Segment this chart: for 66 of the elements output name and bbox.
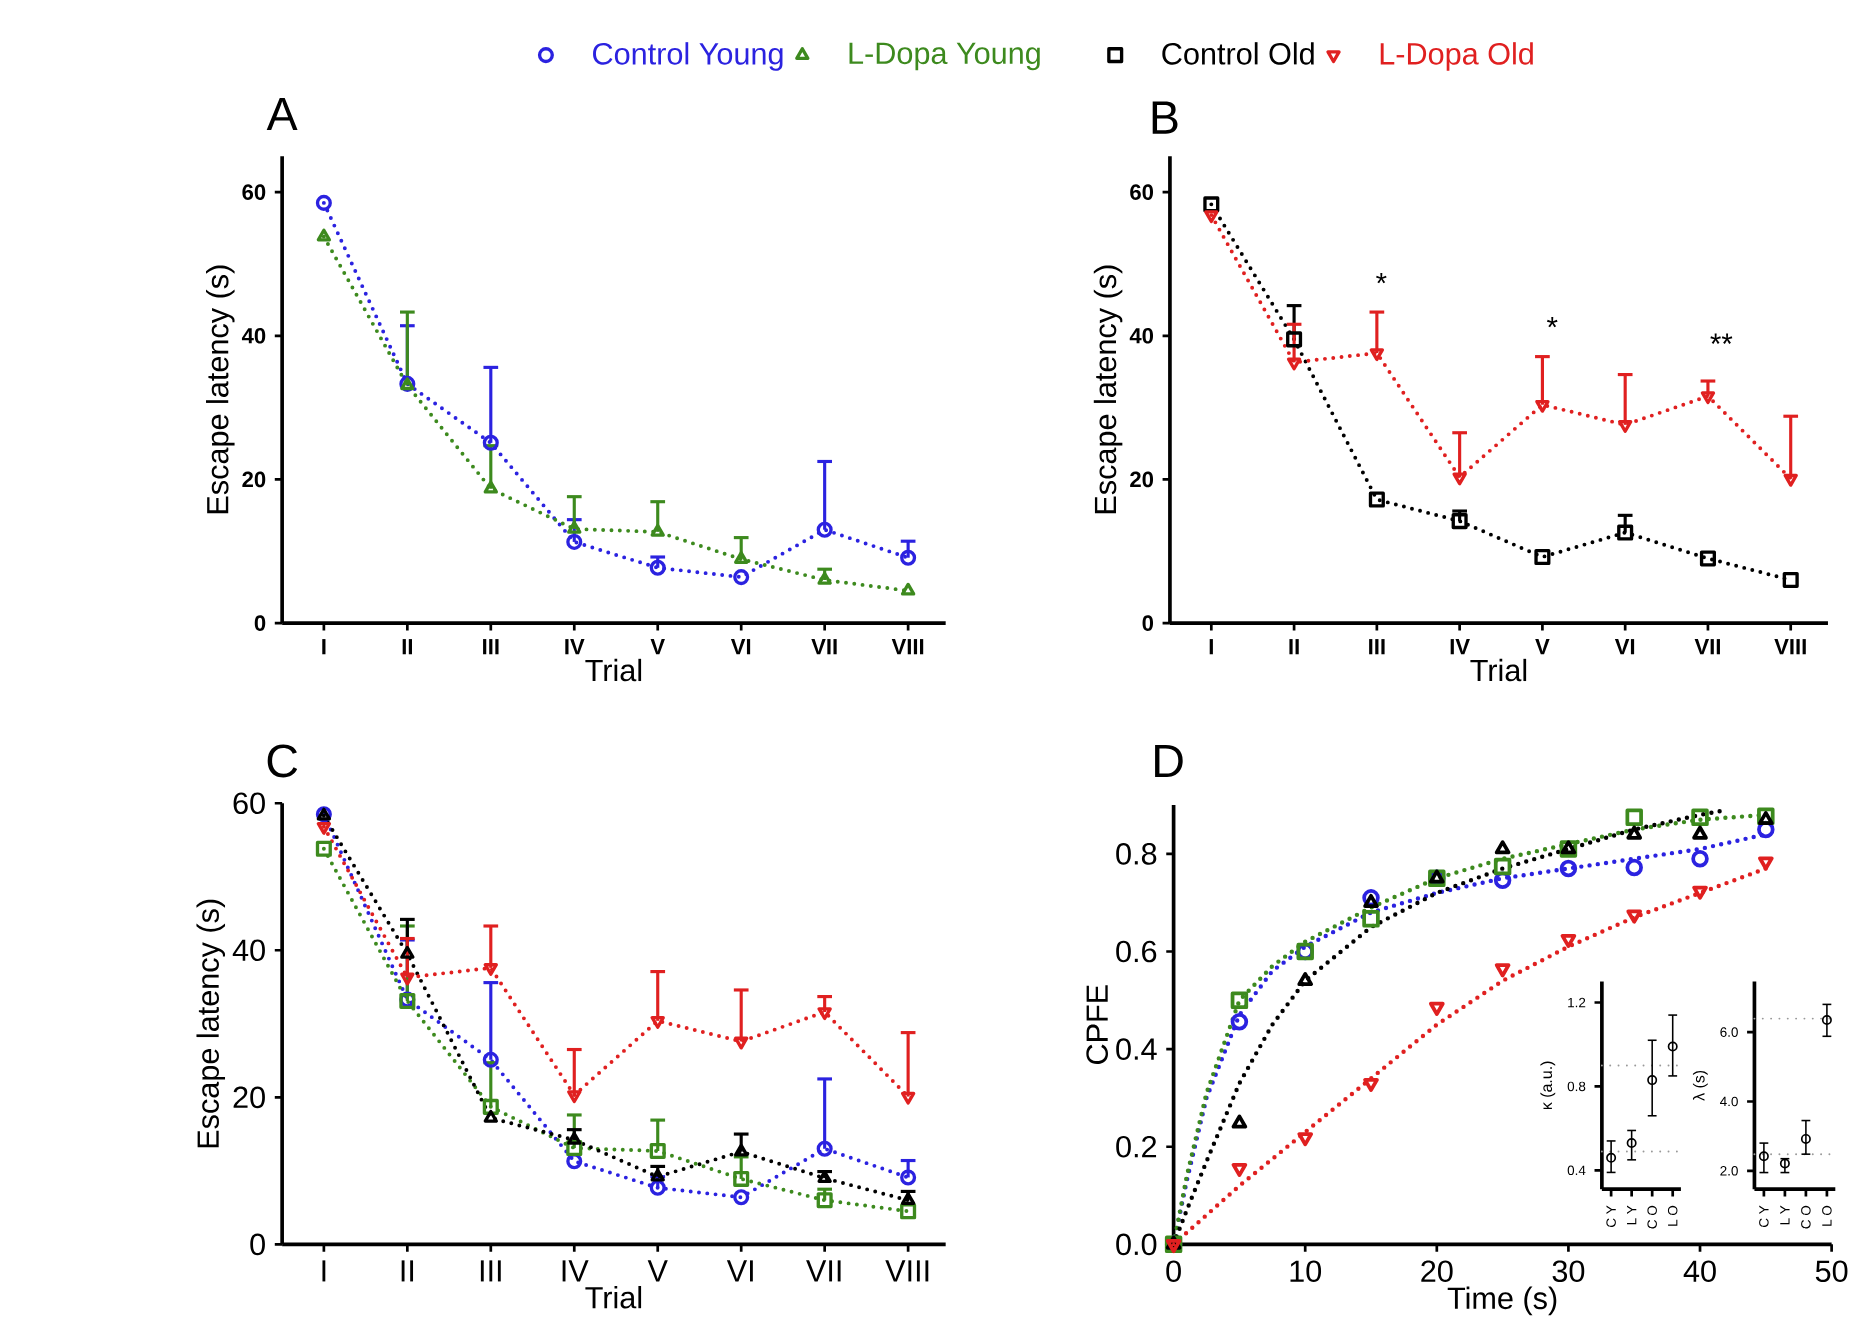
- chart-title: A: [266, 97, 298, 130]
- y-axis-title: Escape latency (s): [1093, 265, 1123, 514]
- x-tick-label: II: [402, 638, 412, 655]
- chart-title: B: [1152, 101, 1178, 134]
- x-tick-label: VIII: [891, 638, 924, 655]
- x-tick-label: VI: [730, 638, 751, 655]
- legend-label: L-Dopa Young: [849, 42, 1040, 71]
- y-tick-label: 40: [1129, 327, 1154, 344]
- x-tick-label: V: [1535, 638, 1550, 655]
- x-tick-label: IV: [562, 1260, 589, 1282]
- x-tick-label: I: [1209, 638, 1213, 655]
- y-tick-label: 20: [242, 471, 266, 488]
- x-tick-label: IV: [565, 638, 585, 655]
- x-tick-label: VII: [811, 638, 837, 655]
- y-axis-title: CPFE: [1086, 985, 1108, 1064]
- x-tick-label: 50: [1815, 1260, 1848, 1282]
- x-axis-title: Time (s): [1447, 1286, 1557, 1316]
- y-tick-label: 0: [1142, 615, 1154, 631]
- y-tick-label: 0.4: [1116, 1038, 1157, 1060]
- y-tick-label: 20: [1130, 471, 1154, 488]
- y-tick-label: 0.8: [1116, 842, 1157, 865]
- y-tick-label: 0: [254, 615, 266, 631]
- x-tick-label: III: [483, 638, 499, 655]
- x-tick-label: 10: [1290, 1260, 1322, 1282]
- y-tick-label: 0.2: [1116, 1135, 1157, 1158]
- x-tick-label: II: [1289, 638, 1299, 655]
- x-tick-label: 40: [1683, 1260, 1716, 1282]
- y-tick-label: 0: [250, 1233, 265, 1256]
- x-tick-label: III: [1369, 638, 1385, 655]
- x-tick-label: VI: [726, 1260, 753, 1282]
- y-tick-label: 60: [242, 184, 266, 200]
- x-tick-label: 0: [1166, 1260, 1181, 1282]
- y-axis-title: Escape latency (s): [206, 265, 235, 514]
- y-tick-label: 40: [232, 939, 265, 961]
- y-tick-label: 20: [233, 1086, 265, 1109]
- y-tick-label: 0.6: [1116, 940, 1157, 963]
- x-tick-label: IV: [1450, 638, 1470, 655]
- x-tick-label: V: [647, 1260, 668, 1282]
- x-axis-title: Trial: [1470, 658, 1527, 682]
- legend-label: Control Old: [1162, 42, 1314, 65]
- x-tick-label: 30: [1552, 1260, 1585, 1282]
- annotation: *: [1546, 316, 1558, 328]
- x-tick-label: II: [401, 1260, 414, 1282]
- chart-title: D: [1155, 744, 1183, 777]
- x-tick-label: V: [650, 638, 665, 655]
- chart-title: C: [267, 744, 298, 778]
- x-tick-label: 20: [1421, 1260, 1453, 1282]
- x-tick-label: VIII: [1774, 638, 1806, 655]
- x-axis-title: Trial: [585, 658, 642, 682]
- x-tick-label: I: [322, 1260, 326, 1282]
- x-tick-label: I: [322, 638, 326, 655]
- x-tick-label: VII: [806, 1260, 841, 1282]
- y-tick-label: 0.0: [1116, 1233, 1157, 1256]
- x-tick-label: VII: [1694, 638, 1720, 655]
- x-axis-title: Trial: [585, 1285, 642, 1309]
- legend-label: Control Young: [593, 42, 783, 71]
- annotation: *: [1376, 272, 1387, 284]
- y-tick-label: 60: [1130, 184, 1154, 200]
- y-tick-label: 40: [241, 327, 266, 344]
- legend-label: L-Dopa Old: [1380, 42, 1533, 71]
- y-tick-label: 60: [233, 792, 265, 814]
- annotation: **: [1710, 333, 1733, 344]
- x-tick-label: VI: [1614, 638, 1635, 655]
- x-tick-label: III: [480, 1260, 501, 1282]
- x-tick-label: VIII: [885, 1260, 929, 1282]
- y-axis-title: Escape latency (s): [196, 899, 226, 1148]
